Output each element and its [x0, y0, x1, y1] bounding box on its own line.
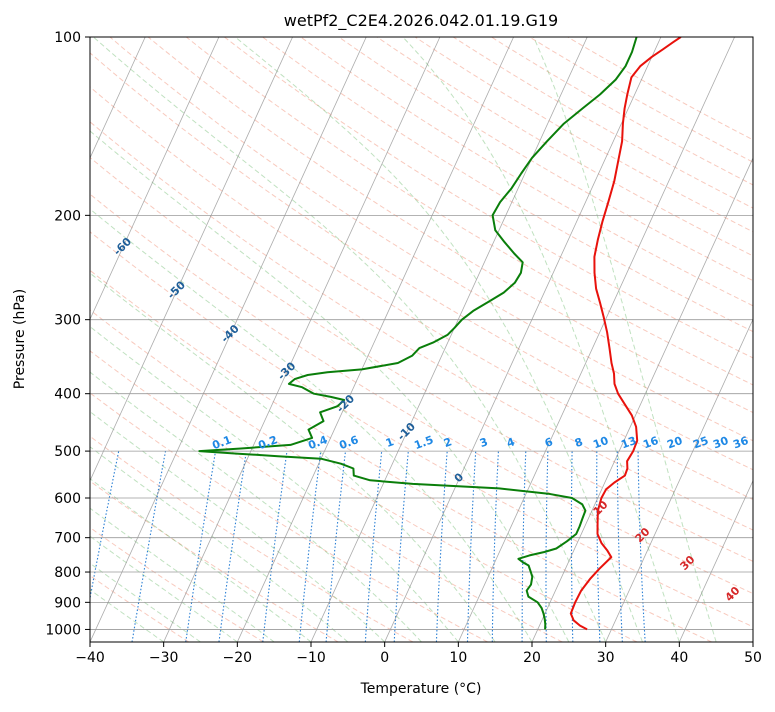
y-tick-label: 700: [54, 531, 81, 547]
y-tick-label: 200: [54, 208, 81, 224]
x-tick-label: 50: [744, 650, 762, 666]
x-axis-label: Temperature (°C): [360, 681, 482, 697]
x-tick-label: −10: [296, 650, 326, 666]
y-tick-label: 600: [54, 491, 81, 507]
y-tick-label: 100: [54, 30, 81, 46]
x-tick-label: 0: [380, 650, 389, 666]
chart-title: wetPf2_C2E4.2026.042.01.19.G19: [284, 11, 558, 31]
y-tick-label: 900: [54, 595, 81, 611]
y-tick-label: 1000: [45, 622, 81, 638]
y-tick-label: 300: [54, 313, 81, 329]
x-tick-label: 40: [670, 650, 688, 666]
y-tick-label: 400: [54, 387, 81, 403]
x-tick-label: −20: [223, 650, 253, 666]
x-tick-label: 30: [597, 650, 615, 666]
y-tick-label: 800: [54, 565, 81, 581]
x-tick-label: −30: [149, 650, 179, 666]
y-tick-label: 500: [54, 444, 81, 460]
x-tick-label: 20: [523, 650, 541, 666]
x-tick-label: −40: [75, 650, 105, 666]
x-tick-label: 10: [449, 650, 467, 666]
y-axis-label: Pressure (hPa): [12, 289, 28, 389]
